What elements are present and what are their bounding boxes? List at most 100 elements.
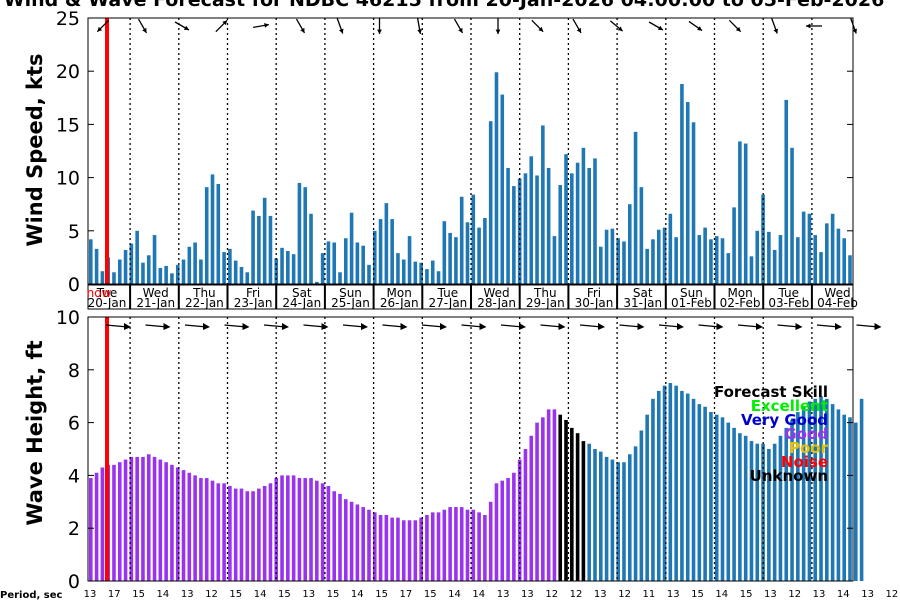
wind-bar	[541, 125, 545, 285]
wave-bar	[286, 475, 290, 581]
wave-bar	[349, 501, 354, 581]
wave-bar	[419, 517, 423, 581]
chart-title: Wind & Wave Forecast for NDBC 46215 from…	[4, 0, 885, 11]
wave-bar	[303, 478, 308, 581]
wave-bar	[714, 414, 719, 581]
wave-bar	[280, 475, 284, 581]
wind-bar	[430, 260, 435, 284]
now-label: now	[87, 286, 112, 300]
wind-direction-arrowhead	[142, 27, 147, 33]
wind-bar	[378, 219, 383, 284]
wave-bar	[604, 456, 609, 581]
period-value: 12	[205, 589, 218, 600]
wind-direction-arrowhead	[852, 28, 857, 34]
wind-y-tick-label: 25	[56, 8, 80, 30]
wave-direction-arrowhead	[637, 323, 645, 330]
wind-bar	[315, 281, 319, 284]
wind-bar	[842, 238, 847, 284]
wind-bar	[627, 204, 632, 284]
day-of-week-label: Thu	[533, 286, 557, 300]
wave-bar	[703, 406, 707, 581]
wind-frame	[87, 17, 854, 285]
wave-bar	[175, 467, 180, 581]
wave-bar	[355, 504, 360, 581]
wave-y-tick-label: 4	[68, 465, 80, 487]
wind-direction-arrowhead	[300, 27, 305, 33]
wave-bar	[454, 507, 458, 581]
wind-bar	[517, 178, 522, 284]
wave-bar	[442, 509, 447, 581]
wind-bar	[488, 121, 493, 284]
period-value: 12	[570, 589, 583, 600]
day-of-week-label: Mon	[727, 286, 752, 300]
wind-bar	[187, 246, 192, 284]
wave-bar	[239, 488, 244, 581]
wave-bar	[361, 507, 365, 581]
wave-y-tick-label: 8	[68, 360, 80, 382]
wave-direction-arrowhead	[598, 323, 605, 330]
period-axis-label: Period, sec	[0, 590, 63, 600]
wave-bar	[749, 441, 754, 581]
wave-direction-arrowhead	[400, 323, 408, 330]
wave-bar	[616, 462, 620, 581]
wave-direction-arrowhead	[242, 323, 250, 330]
wind-direction-arrowhead	[377, 29, 382, 34]
wave-bar	[494, 483, 499, 581]
wind-bar	[112, 272, 116, 284]
wind-bar	[117, 259, 122, 284]
wave-bar	[709, 412, 713, 581]
day-of-week-label: Tue	[778, 286, 800, 300]
wind-direction-arrowhead	[495, 29, 501, 34]
wind-bar	[483, 218, 487, 284]
wind-bar	[390, 219, 394, 284]
wind-bar	[813, 235, 818, 284]
wind-bar	[123, 249, 128, 284]
wave-bar	[100, 467, 105, 581]
wave-bar	[767, 449, 771, 581]
period-row: 13 17 15 14 13 12 15 14 15 13 15 14 15 17 15 14 14 13 13 12…	[84, 589, 899, 600]
wind-bar	[796, 237, 800, 284]
wind-bar	[477, 227, 481, 284]
wave-bar	[726, 422, 731, 581]
wind-bar	[778, 235, 783, 284]
wind-bar	[181, 259, 186, 284]
period-value: 13	[764, 589, 777, 600]
wave-bar	[344, 499, 348, 581]
wind-bar	[825, 223, 829, 284]
wave-y-tick-label: 6	[68, 413, 80, 435]
wind-bar	[645, 248, 649, 284]
period-value: 13	[497, 589, 510, 600]
wave-bar	[529, 435, 534, 581]
period-value: 13	[861, 589, 874, 600]
wind-bar	[193, 242, 197, 284]
wave-panel: 0 2 4 6 8 10	[56, 307, 882, 593]
wave-bar	[755, 443, 760, 581]
period-value: 12	[788, 589, 801, 600]
wind-direction-arrowhead	[657, 25, 663, 30]
wave-y-tick-label: 10	[56, 307, 80, 329]
wind-bar	[819, 252, 823, 284]
wave-bar	[581, 441, 586, 581]
wind-bar	[454, 237, 458, 284]
wave-bar	[372, 512, 377, 581]
wave-direction-arrowhead	[519, 323, 526, 330]
wind-bar	[251, 210, 255, 284]
wind-bar	[691, 122, 696, 284]
wave-bar	[187, 472, 192, 581]
wave-bar	[541, 417, 545, 581]
wave-bar	[830, 404, 835, 581]
wind-bar	[274, 258, 279, 284]
wave-direction-arrowhead	[874, 323, 882, 330]
wind-bar	[425, 269, 429, 284]
wave-bar	[836, 409, 841, 581]
day-date-label: 29-Jan	[526, 296, 565, 310]
wave-bar	[459, 507, 464, 581]
wind-y-tick-label: 10	[56, 168, 80, 190]
wave-bar	[233, 488, 238, 581]
wind-bar	[558, 185, 563, 284]
wave-bar	[575, 433, 580, 581]
wave-bar	[639, 430, 644, 581]
wind-bar	[703, 227, 707, 284]
wind-panel: 0510152025Tue20-JanWed21-JanThu22-JanFri…	[56, 8, 858, 310]
wave-bar	[842, 414, 847, 581]
